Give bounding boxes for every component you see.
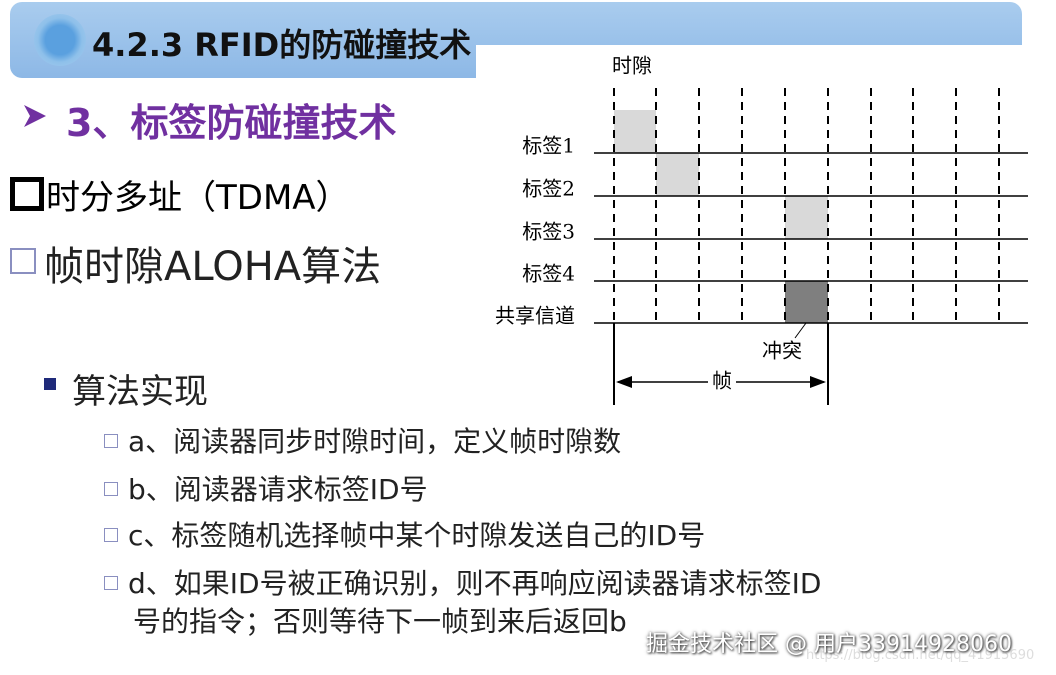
frame-label: 帧 [712, 369, 732, 393]
arrow-head [810, 376, 826, 388]
row-label: 共享信道 [495, 304, 575, 328]
slot-label: 时隙 [612, 54, 652, 78]
section-title: 3、标签防碰撞技术 [66, 101, 397, 145]
method: 时分多址（TDMA） [46, 178, 350, 218]
method: 帧时隙ALOHA算法 [44, 244, 382, 290]
item-bullet [104, 482, 118, 496]
row-label: 标签2 [522, 177, 575, 201]
watermark-url: https://blog.csdn.net/qq_41915690 [806, 648, 1035, 663]
row-label: 标签4 [522, 262, 575, 286]
frame-label-bg [708, 370, 736, 394]
collision-slot [785, 281, 828, 323]
subsection: 算法实现 [72, 372, 208, 412]
item-text: c、标签随机选择帧中某个时隙发送自己的ID号 [128, 519, 706, 552]
item-bullet [104, 434, 118, 448]
square-bullet [10, 248, 36, 274]
item-text: d、如果ID号被正确识别，则不再响应阅读器请求标签ID [128, 567, 822, 600]
collision-pointer [794, 322, 807, 339]
slot [785, 196, 828, 239]
slot [656, 153, 699, 196]
item-text: b、阅读器请求标签ID号 [128, 473, 428, 506]
square-bullet [10, 177, 44, 211]
diagram-bg [476, 45, 1036, 415]
item-text: 号的指令；否则等待下一帧到来后返回b [133, 605, 627, 638]
diagram: 标签1 标签2 标签3 标签4 共享信道 时隙帧 冲突 [476, 45, 1036, 415]
row-label: 标签1 [522, 134, 575, 158]
item-bullet [104, 528, 118, 542]
arrow-head [616, 376, 632, 388]
collision-label: 冲突 [762, 339, 802, 363]
slot [614, 110, 656, 153]
item-text: a、阅读器同步时隙时间，定义帧时隙数 [128, 425, 622, 458]
watermark: 掘金技术社区 @ 用户33914928060 [646, 632, 1012, 657]
header-icon [34, 14, 86, 66]
row-label: 标签3 [522, 220, 575, 244]
bullet [44, 378, 56, 390]
arrow-bullet [24, 105, 46, 127]
header-title: 4.2.3 RFID的防碰撞技术 [92, 26, 472, 64]
item-bullet [104, 576, 118, 590]
